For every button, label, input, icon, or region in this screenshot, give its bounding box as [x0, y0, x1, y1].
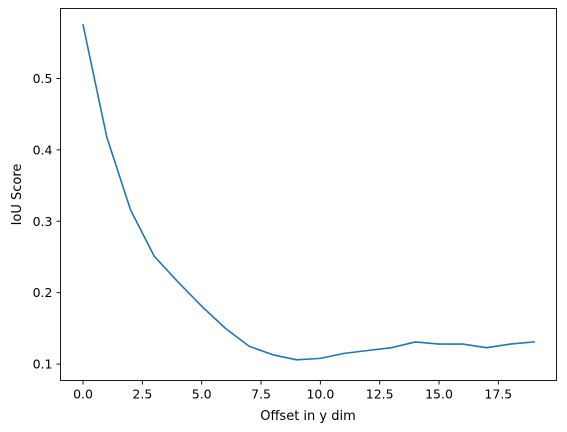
x-tick-label: 5.0 — [192, 387, 212, 402]
y-tick-label: 0.3 — [33, 214, 53, 229]
y-tick-label: 0.2 — [33, 285, 53, 300]
x-tick-label: 7.5 — [251, 387, 271, 402]
y-tick-label: 0.1 — [33, 357, 53, 372]
y-axis: 0.1 0.2 0.3 0.4 0.5 — [33, 71, 61, 372]
x-axis: 0.0 2.5 5.0 7.5 10.0 12.5 15.0 17.5 — [73, 380, 512, 402]
x-tick-label: 15.0 — [425, 387, 453, 402]
x-tick-label: 2.5 — [132, 387, 152, 402]
x-tick-label: 0.0 — [73, 387, 93, 402]
x-tick-label: 10.0 — [306, 387, 334, 402]
x-tick-label: 12.5 — [366, 387, 394, 402]
plot-area-frame — [60, 8, 557, 381]
series-line — [82, 23, 535, 361]
x-axis-label: Offset in y dim — [260, 409, 356, 424]
y-tick-label: 0.5 — [33, 71, 53, 86]
y-axis-label: IoU Score — [10, 164, 25, 226]
y-tick-label: 0.4 — [33, 142, 53, 157]
series-layer — [82, 23, 535, 361]
x-tick-label: 17.5 — [484, 387, 512, 402]
